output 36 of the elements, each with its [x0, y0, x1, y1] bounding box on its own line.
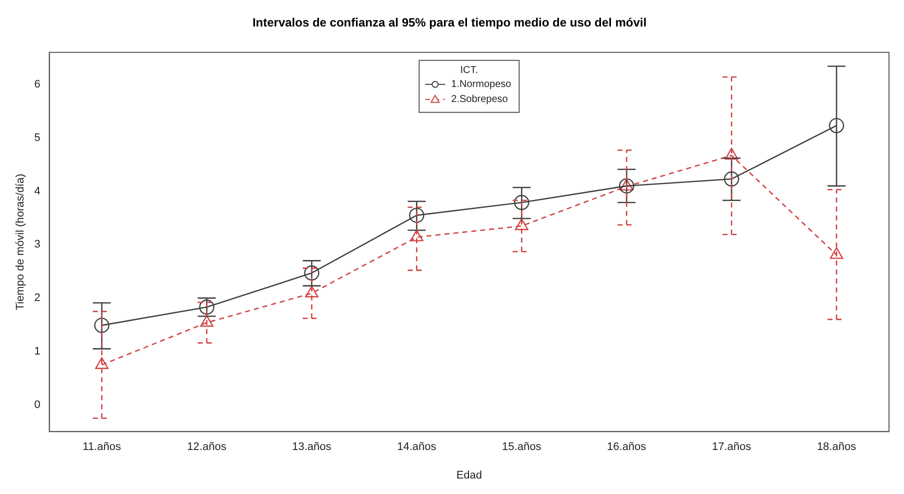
point [830, 247, 844, 259]
point [200, 315, 214, 327]
point [619, 178, 634, 194]
point [514, 194, 530, 210]
x-tick-label: 15.años [502, 441, 542, 454]
x-tick-label: 11.años [82, 441, 122, 454]
x-axis-title: Edad [456, 469, 482, 482]
point [95, 357, 108, 369]
point [94, 318, 110, 333]
legend-label: 1.Normopeso [451, 79, 512, 90]
y-tick-label: 6 [34, 78, 40, 90]
x-tick-label: 13.años [292, 441, 332, 454]
y-tick-label: 2 [34, 292, 40, 304]
y-tick-label: 1 [34, 346, 40, 358]
point [828, 118, 844, 134]
point [304, 265, 320, 281]
legend-title: ICT. [460, 65, 478, 76]
y-tick-label: 3 [34, 238, 40, 251]
y-tick-label: 4 [34, 185, 40, 198]
legend-label: 2.Sobrepeso [451, 94, 508, 106]
x-tick-label: 16.años [607, 441, 647, 454]
x-tick-label: 18.años [816, 441, 857, 454]
point [724, 148, 738, 160]
point [620, 178, 634, 191]
point [305, 286, 318, 298]
point [410, 230, 424, 242]
point [514, 218, 528, 230]
y-tick-label: 5 [34, 132, 40, 144]
y-axis-title: Tiempo de móvil (horas/día) [14, 174, 27, 310]
x-tick-label: 17.años [712, 441, 752, 454]
chart-title: Intervalos de confianza al 95% para el tiempo medio de uso del móvil [252, 16, 647, 30]
point [724, 171, 740, 187]
point [409, 208, 424, 223]
x-tick-label: 14.años [397, 441, 437, 454]
y-tick-label: 0 [34, 398, 40, 411]
x-tick-label: 12.años [187, 441, 227, 454]
